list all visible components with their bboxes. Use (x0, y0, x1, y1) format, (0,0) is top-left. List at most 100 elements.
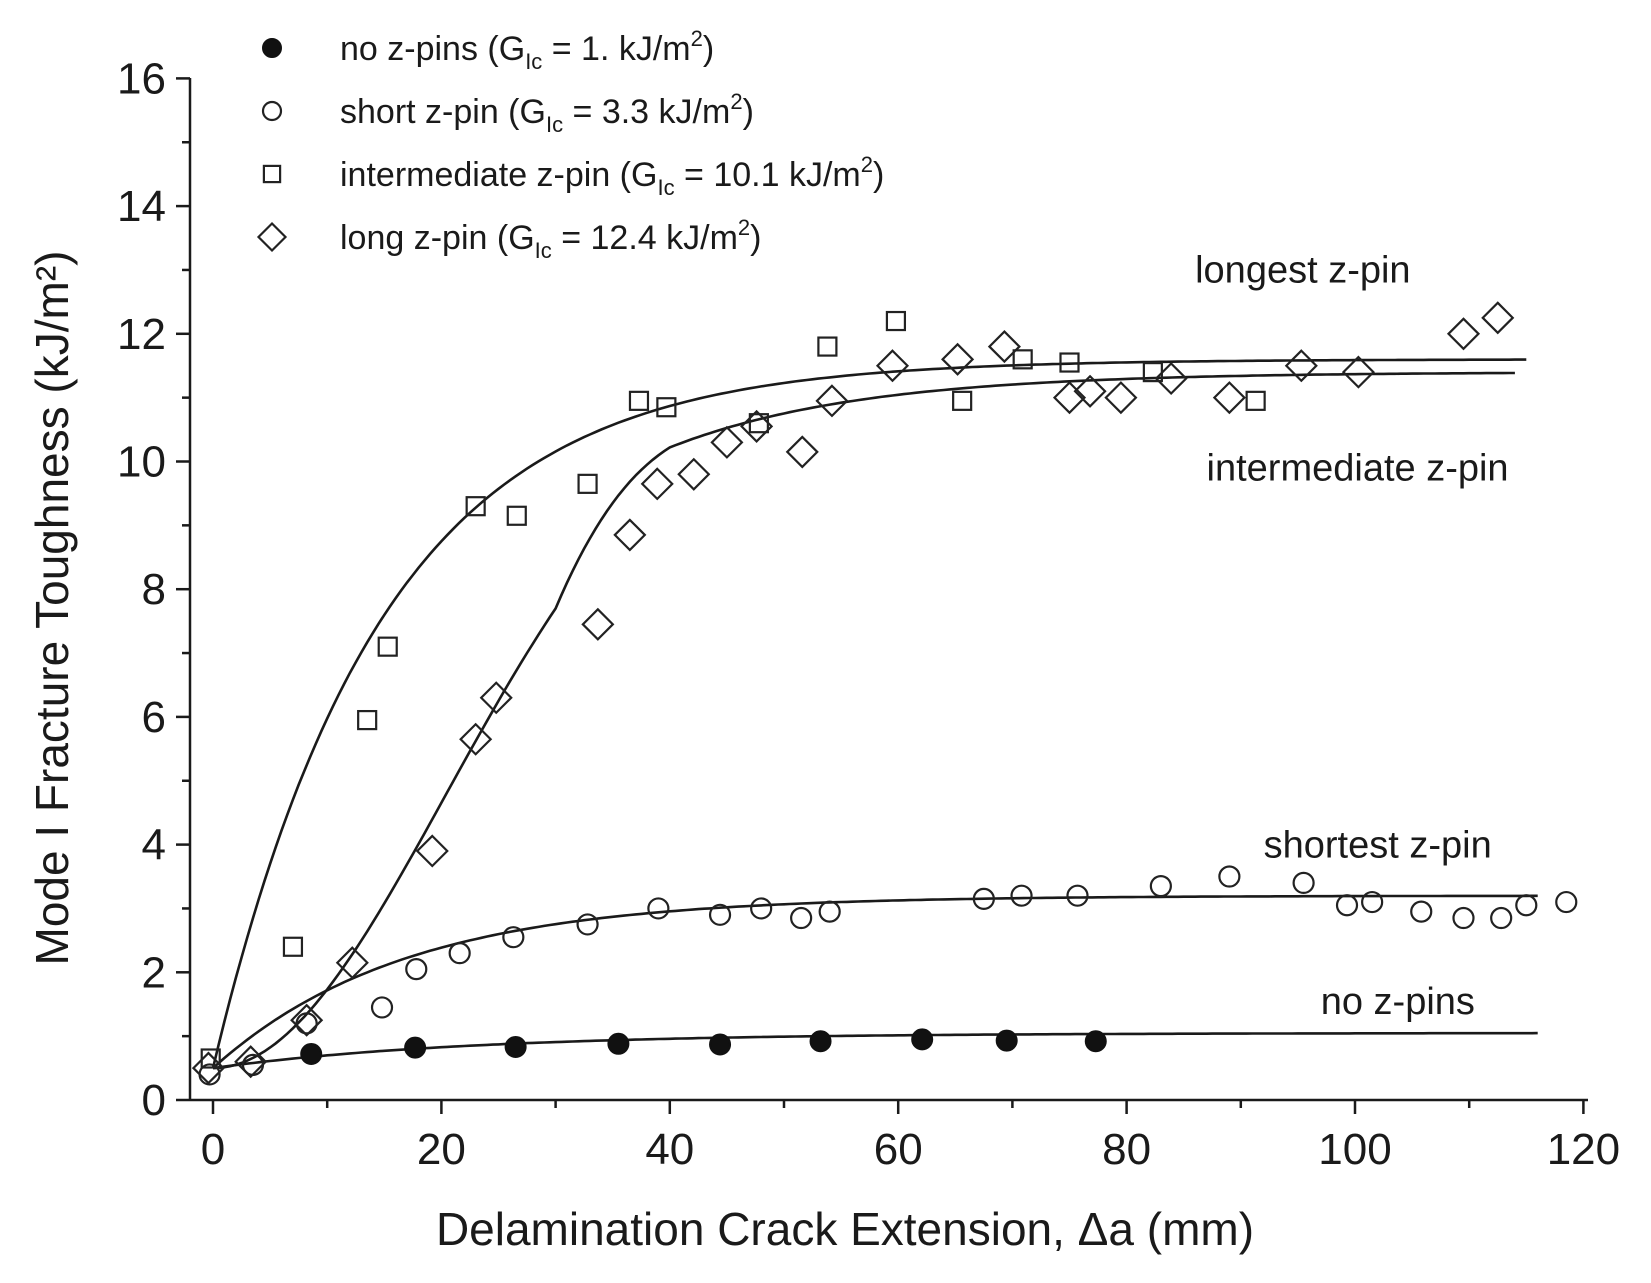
x-tick-label: 20 (417, 1125, 466, 1174)
data-point (1410, 900, 1433, 923)
legend-entry: long z-pin (GIc = 12.4 kJ/m2) (340, 215, 761, 263)
data-point (335, 946, 369, 980)
data-point (613, 518, 647, 552)
legend-entry: intermediate z-pin (GIc = 10.1 kJ/m2) (340, 152, 884, 200)
data-point (295, 1012, 318, 1035)
data-point (952, 390, 973, 411)
legend-marker (262, 164, 282, 184)
data-point (191, 1051, 225, 1085)
data-point (640, 467, 674, 501)
data-point (750, 897, 773, 920)
data-point (987, 330, 1021, 364)
data-point (357, 709, 378, 731)
data-point (1515, 894, 1538, 917)
data-point (708, 903, 732, 926)
data-point (972, 887, 995, 910)
data-point (1052, 381, 1087, 415)
data-point (370, 996, 394, 1019)
data-point (1292, 871, 1315, 895)
data-point (1452, 906, 1475, 930)
series-filled-circle (300, 1028, 1107, 1066)
data-point (647, 897, 670, 920)
data-point (404, 1036, 427, 1059)
data-point (1284, 349, 1318, 383)
data-point (607, 1032, 630, 1055)
data-point (1341, 355, 1375, 389)
data-point (656, 397, 677, 418)
data-point (709, 1033, 732, 1056)
data-point (1218, 865, 1241, 888)
legend-marker (261, 100, 283, 122)
curve-annotations: longest z-pin intermediate z-pin shortest … (1195, 250, 1508, 1023)
data-point (740, 409, 774, 443)
data-point (576, 913, 599, 936)
data-point (1212, 381, 1246, 415)
x-tick-label: 120 (1547, 1125, 1620, 1174)
curve-label: longest z-pin (1195, 250, 1410, 292)
legend: no z-pins (GIc = 1. kJ/m2) short z-pin (G… (256, 26, 884, 263)
data-point (1446, 317, 1481, 351)
data-point (790, 906, 813, 930)
curve-label: shortest z-pin (1264, 824, 1492, 866)
fit-curve-intermediate-z-pin (211, 358, 1527, 1069)
data-point (995, 1029, 1018, 1052)
x-tick-label: 60 (874, 1125, 923, 1174)
curve-label: intermediate z-pin (1207, 448, 1509, 490)
x-tick-label: 80 (1102, 1125, 1151, 1174)
data-point (875, 349, 910, 383)
data-point (577, 473, 598, 494)
data-point (1012, 349, 1033, 370)
data-point (581, 607, 615, 641)
data-point (1104, 381, 1138, 415)
data-point (300, 1043, 323, 1066)
data-point (1361, 890, 1384, 914)
data-point (504, 1036, 527, 1059)
data-point (1490, 906, 1513, 930)
data-point (1066, 884, 1089, 907)
data-point (941, 342, 975, 376)
y-tick-label: 10 (117, 438, 166, 487)
x-tick-label: 100 (1318, 1125, 1391, 1174)
y-tick-label: 12 (117, 310, 166, 359)
data-point (809, 1030, 832, 1053)
y-tick-label: 0 (142, 1076, 166, 1125)
data-point (1073, 374, 1107, 408)
data-point (628, 390, 650, 411)
data-point (1084, 1030, 1107, 1053)
data-point (459, 722, 493, 756)
data-point (1010, 884, 1033, 907)
data-point (817, 336, 838, 357)
data-point (377, 636, 398, 657)
y-tick-label: 2 (142, 948, 166, 997)
fit-curves (211, 358, 1538, 1070)
data-point (677, 457, 711, 491)
fit-curve-shortest-z-pin (212, 894, 1538, 1070)
data-point (885, 310, 907, 332)
y-axis-title: Mode I Fracture Toughness (kJ/m²) (26, 251, 78, 966)
data-point (1555, 890, 1578, 914)
data-point (506, 505, 527, 526)
y-tick-label: 14 (117, 182, 166, 231)
data-point (479, 681, 513, 715)
data-point (911, 1028, 934, 1051)
data-point (448, 942, 471, 965)
data-point (1245, 390, 1266, 411)
data-point (785, 435, 819, 469)
y-tick-label: 16 (117, 54, 166, 103)
data-point (282, 936, 304, 957)
legend-marker (262, 38, 282, 58)
legend-entry: no z-pins (GIc = 1. kJ/m2) (340, 26, 714, 74)
plot-axes: 0 20 40 60 80 100 120 0 2 4 6 8 10 12 14 16 (117, 54, 1620, 1174)
legend-marker (256, 221, 288, 253)
data-point (465, 496, 486, 517)
data-point (710, 425, 744, 459)
data-point (1481, 301, 1515, 335)
data-point (1335, 894, 1359, 917)
series-open-circle (198, 865, 1578, 1086)
y-tick-label: 6 (142, 693, 166, 742)
fit-curve-longest-z-pin (212, 371, 1515, 1070)
legend-entry: short z-pin (GIc = 3.3 kJ/m2) (340, 89, 754, 137)
data-point (1059, 352, 1080, 373)
data-points (191, 301, 1578, 1086)
